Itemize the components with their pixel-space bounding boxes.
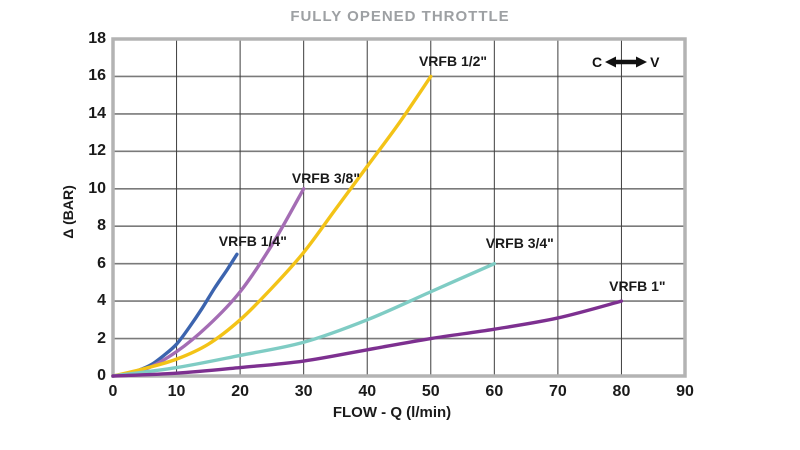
cv-annotation: C V bbox=[592, 52, 662, 72]
series-line bbox=[111, 261, 497, 378]
x-tick-label: 30 bbox=[294, 383, 313, 400]
x-tick-label: 0 bbox=[108, 383, 118, 400]
chart-title: FULLY OPENED THROTTLE bbox=[290, 8, 510, 25]
x-tick-label: 60 bbox=[485, 383, 504, 400]
y-tick-label: 8 bbox=[97, 217, 106, 235]
y-tick-label: 12 bbox=[88, 142, 106, 160]
y-tick-label: 14 bbox=[88, 104, 106, 122]
axis-frame bbox=[111, 37, 687, 378]
x-tick-label: 80 bbox=[612, 383, 631, 400]
series-label: VRFB 1/2" bbox=[418, 53, 488, 70]
series-label: VRFB 1" bbox=[609, 278, 666, 295]
x-axis-title: FLOW - Q (l/min) bbox=[332, 404, 452, 421]
series-line bbox=[111, 299, 624, 378]
y-tick-label: 2 bbox=[97, 329, 106, 347]
x-tick-label: 50 bbox=[421, 383, 440, 400]
series-label: VRFB 3/4" bbox=[485, 235, 554, 252]
series-line bbox=[111, 74, 433, 378]
double-arrow-icon bbox=[605, 56, 648, 68]
y-tick-label: 18 bbox=[88, 30, 106, 47]
x-tick-label: 90 bbox=[676, 383, 694, 400]
x-tick-label: 40 bbox=[358, 383, 377, 400]
y-tick-label: 4 bbox=[97, 292, 106, 310]
x-tick-label: 10 bbox=[167, 383, 186, 400]
y-tick-label: 0 bbox=[97, 367, 106, 384]
y-tick-label: 6 bbox=[97, 254, 106, 272]
series-label: VRFB 3/8" bbox=[291, 169, 360, 186]
x-tick-label: 70 bbox=[548, 383, 567, 400]
annotation-c-label: C bbox=[592, 54, 603, 70]
y-tick-label: 10 bbox=[88, 179, 106, 197]
x-tick-label: 20 bbox=[231, 383, 250, 400]
y-tick-label: 16 bbox=[88, 67, 106, 85]
series-label: VRFB 1/4" bbox=[218, 233, 287, 250]
annotation-v-label: V bbox=[650, 54, 660, 70]
